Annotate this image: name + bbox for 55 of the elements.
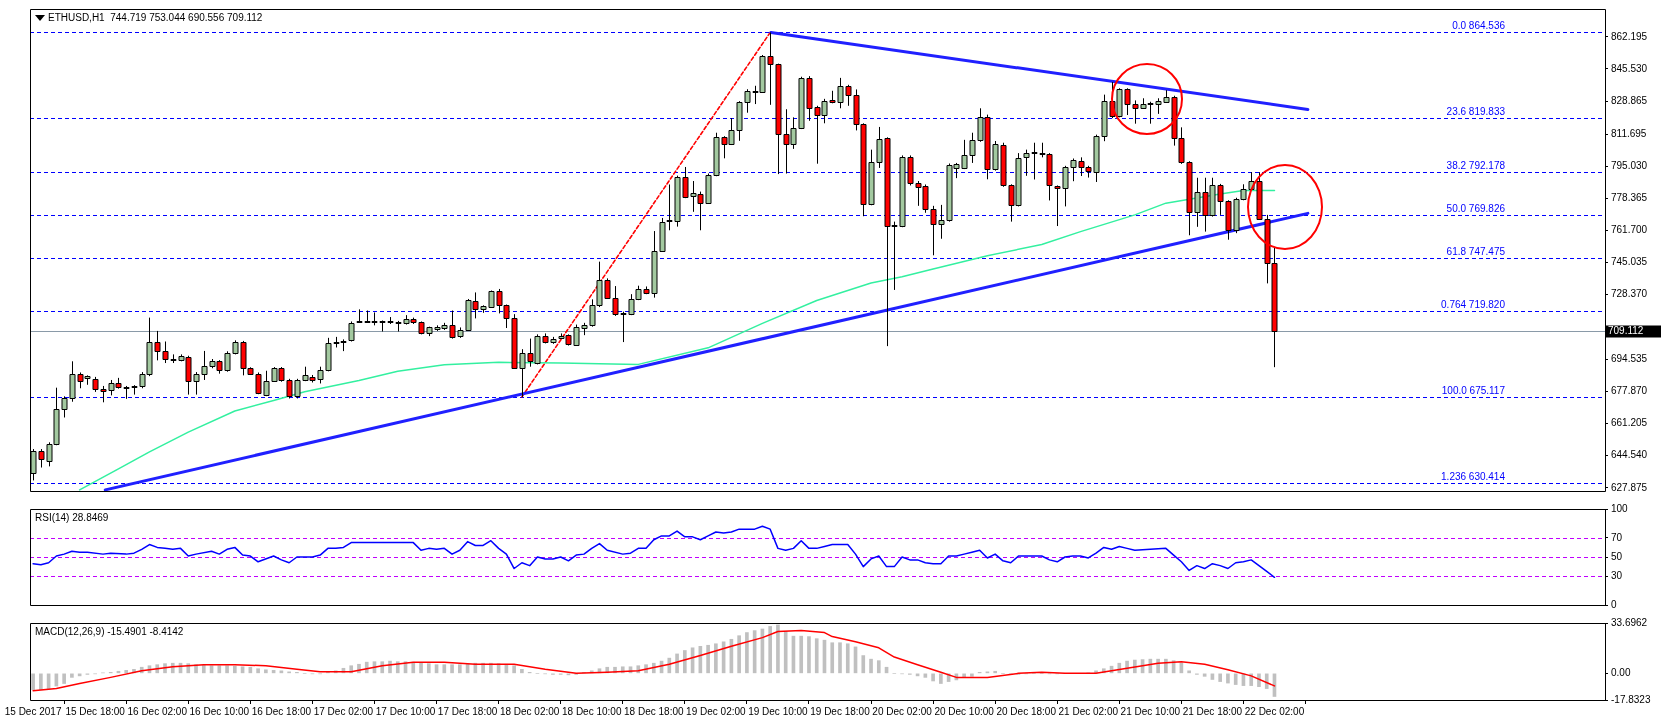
x-tick-label: 21 Dec 10:00	[1120, 705, 1181, 717]
x-tick-label: 21 Dec 02:00	[1058, 705, 1119, 717]
y-tick-label: 70	[1611, 531, 1623, 543]
y-tick-label: 627.875	[1611, 481, 1648, 493]
y-tick-label: 0	[1611, 598, 1617, 610]
y-tick-label: 845.530	[1611, 62, 1648, 74]
y-tick-label: 862.195	[1611, 30, 1648, 42]
y-tick-label: 694.535	[1611, 353, 1648, 365]
y-tick-label: 811.695	[1611, 127, 1647, 139]
ref-line-label: 1.236 630.414	[1441, 471, 1506, 483]
y-tick-label: 745.035	[1611, 256, 1648, 268]
y-tick-label: 677.870	[1611, 385, 1648, 397]
ref-line-label: 100.0 675.117	[1441, 385, 1506, 397]
y-tick-label: 50	[1611, 550, 1623, 562]
y-tick-label: -17.8323	[1611, 693, 1651, 705]
x-tick-label: 16 Dec 02:00	[127, 705, 188, 717]
chart-title: RSI(14) 28.8469	[35, 511, 109, 523]
chart-title: MACD(12,26,9) -15.4901 -8.4142	[35, 625, 184, 637]
x-tick-label: 21 Dec 18:00	[1182, 705, 1243, 717]
y-tick-label: 761.700	[1611, 224, 1648, 236]
x-tick-label: 19 Dec 10:00	[748, 705, 809, 717]
x-tick-label: 16 Dec 18:00	[251, 705, 312, 717]
x-tick-label: 15 Dec 2017	[4, 705, 62, 717]
y-tick-label: 30	[1611, 569, 1623, 581]
x-tick-label: 15 Dec 18:00	[65, 705, 126, 717]
x-tick-label: 17 Dec 02:00	[313, 705, 374, 717]
x-tick-label: 22 Dec 02:00	[1244, 705, 1305, 717]
x-tick-label: 19 Dec 18:00	[810, 705, 871, 717]
ref-line-label: 0.764 719.820	[1441, 299, 1506, 311]
x-tick-label: 18 Dec 18:00	[624, 705, 684, 717]
x-tick-label: 19 Dec 02:00	[686, 705, 747, 717]
x-tick-label: 18 Dec 10:00	[561, 705, 622, 717]
x-tick-label: 18 Dec 02:00	[499, 705, 560, 717]
x-tick-label: 20 Dec 18:00	[996, 705, 1057, 717]
y-tick-label: 778.365	[1611, 191, 1648, 203]
ref-line-label: 50.0 769.826	[1446, 203, 1506, 215]
y-tick-label: 661.205	[1611, 417, 1648, 429]
x-tick-label: 16 Dec 10:00	[189, 705, 250, 717]
ref-line-label: 61.8 747.475	[1446, 246, 1506, 258]
x-tick-label: 17 Dec 18:00	[437, 705, 498, 717]
x-tick-label: 20 Dec 02:00	[872, 705, 933, 717]
y-tick-label: 644.540	[1611, 449, 1648, 461]
ref-line-label: 23.6 819.833	[1446, 106, 1506, 118]
y-tick-label: 795.030	[1611, 159, 1648, 171]
y-tick-label: 728.370	[1611, 288, 1648, 300]
y-tick-label: 33.6962	[1611, 616, 1648, 628]
y-tick-label: 0.00	[1611, 667, 1631, 679]
x-tick-label: 20 Dec 10:00	[934, 705, 995, 717]
y-tick-label: 100	[1611, 502, 1629, 514]
ref-line-label: 38.2 792.178	[1446, 160, 1506, 172]
ref-line-label: 709.112	[1608, 325, 1644, 337]
y-tick-label: 828.865	[1611, 94, 1648, 106]
x-tick-label: 17 Dec 10:00	[375, 705, 436, 717]
chart-title: ETHUSD,H1 744.719 753.044 690.556 709.112	[48, 11, 263, 23]
ref-line-label: 0.0 864.536	[1452, 20, 1506, 32]
